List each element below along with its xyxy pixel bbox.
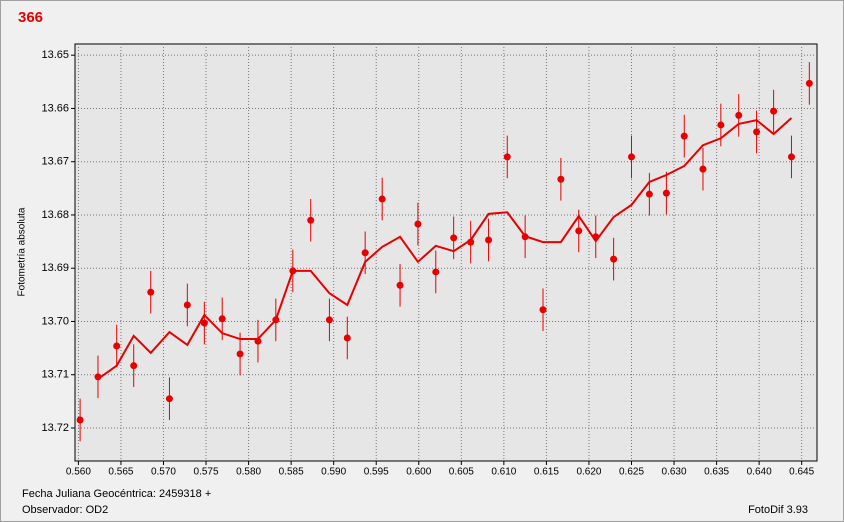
y-tick-label: 13.67 <box>41 156 69 168</box>
data-point <box>343 334 351 342</box>
x-tick-label: 0.640 <box>747 467 772 478</box>
x-tick-label: 0.580 <box>236 467 261 478</box>
plot-area <box>74 43 818 462</box>
data-point <box>236 350 244 358</box>
y-axis-label: Fotometría absoluta <box>17 207 28 296</box>
x-tick-label: 0.570 <box>151 467 176 478</box>
x-tick-label: 0.565 <box>108 467 133 478</box>
data-point <box>770 107 778 115</box>
data-point <box>307 216 315 224</box>
data-point <box>680 132 688 140</box>
x-tick-label: 0.605 <box>449 467 474 478</box>
data-point <box>218 315 226 323</box>
data-point <box>183 301 191 309</box>
data-point <box>325 316 333 324</box>
x-tick-label: 0.635 <box>704 467 729 478</box>
data-point <box>450 234 458 242</box>
y-tick-label: 13.69 <box>41 262 69 274</box>
x-tick-label: 0.615 <box>534 467 559 478</box>
data-point <box>805 79 813 87</box>
data-point <box>396 281 404 289</box>
data-point <box>200 319 208 327</box>
x-tick-label: 0.625 <box>619 467 644 478</box>
x-tick-label: 0.610 <box>491 467 516 478</box>
data-point <box>113 342 121 350</box>
y-tick-label: 13.71 <box>41 369 69 381</box>
data-point <box>628 153 635 161</box>
trend-line <box>97 117 793 380</box>
x-tick-label: 0.590 <box>321 467 346 478</box>
data-point <box>165 395 173 403</box>
y-tick-label: 13.72 <box>41 422 69 434</box>
x-tick-label: 0.595 <box>364 467 389 478</box>
data-point <box>432 268 440 276</box>
observer: Observador: OD2 <box>22 504 108 516</box>
x-tick-label: 0.645 <box>789 467 814 478</box>
data-point <box>539 306 547 314</box>
data-point <box>645 190 653 198</box>
data-point <box>662 189 670 197</box>
data-point <box>787 153 795 161</box>
x-tick-label: 0.575 <box>194 467 219 478</box>
chart-title: 366 <box>18 9 43 26</box>
x-tick-label: 0.630 <box>662 467 687 478</box>
data-point <box>503 153 511 161</box>
x-tick-label: 0.585 <box>279 467 304 478</box>
data-point <box>610 255 618 263</box>
data-point <box>147 288 155 296</box>
data-point <box>414 220 422 228</box>
data-point <box>717 121 725 129</box>
y-tick-label: 13.66 <box>41 102 69 114</box>
x-tick-label: 0.600 <box>406 467 431 478</box>
data-point <box>76 416 84 424</box>
x-axis-label: Fecha Juliana Geocéntrica: 2459318 + <box>22 488 211 500</box>
data-point <box>485 236 493 244</box>
data-point <box>753 128 761 136</box>
data-point <box>557 175 565 183</box>
data-point <box>378 195 386 203</box>
y-tick-label: 13.68 <box>41 209 69 221</box>
data-point <box>699 165 707 173</box>
software: FotoDif 3.93 <box>748 504 808 516</box>
x-tick-label: 0.560 <box>66 467 91 478</box>
data-point <box>130 362 138 370</box>
x-tick-label: 0.620 <box>576 467 601 478</box>
data-point <box>361 249 369 257</box>
y-tick-label: 13.70 <box>41 315 69 327</box>
data-point <box>735 111 743 119</box>
data-point <box>575 227 583 235</box>
y-tick-label: 13.65 <box>41 49 69 61</box>
